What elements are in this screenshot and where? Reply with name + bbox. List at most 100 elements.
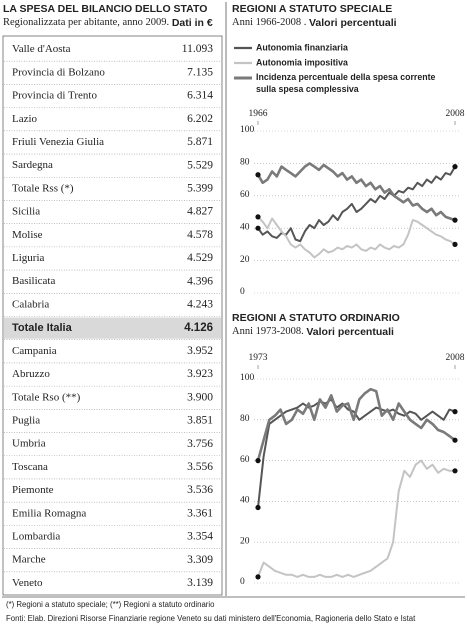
region-name: Marche [12,554,46,566]
subtitle-bold: Dati in € [172,17,213,29]
region-name: Toscana [12,461,48,473]
region-name: Molise [12,229,43,241]
region-name: Umbria [12,438,46,450]
region-value: 3.354 [187,531,213,543]
legend-label: Autonomia impositiva [256,57,348,67]
series-line [256,387,456,461]
footnote: (*) Regioni a statuto speciale; (**) Reg… [6,600,215,609]
region-name: Friuli Venezia Giulia [12,136,104,148]
footnote: Fonti: Elab. Direzioni Risorse Finanziar… [6,614,416,623]
region-name: Totale Rso (**) [12,391,81,403]
chart-title: REGIONI A STATUTO SPECIALE [232,3,392,15]
subtitle-text: Regionalizzata per abitante, anno 2009. [3,17,169,28]
table-subtitle: Regionalizzata per abitante, anno 2009. … [3,17,213,29]
region-value: 3.756 [187,438,213,450]
endpoint-marker [255,214,261,220]
region-name: Veneto [12,577,43,589]
table-title: LA SPESA DEL BILANCIO DELLO STATO [3,3,207,15]
endpoint-marker [255,574,261,580]
legend-line: Incidenza percentuale della spesa corren… [256,72,438,82]
legend-line: sulla spesa complessiva [256,84,359,94]
y-tick-label: 80 [240,414,250,424]
region-value: 4.529 [187,252,213,264]
region-value: 3.309 [187,554,213,566]
chart-subtitle: Anni 1973-2008. Valori percentuali [232,326,394,338]
series-line [257,166,456,243]
region-value: 3.900 [187,391,213,403]
y-tick-label: 60 [240,190,250,200]
endpoint-marker [452,164,458,170]
series-line [257,459,455,578]
x-tick-label: 1966 [249,109,268,119]
y-tick-label: 20 [240,536,250,546]
region-value: 4.243 [187,299,213,311]
region-name: Provincia di Trento [12,90,97,102]
legend-label: Autonomia finanziaria [256,42,348,52]
series-line [257,216,456,259]
y-tick-label: 40 [240,222,250,232]
region-value: 3.139 [187,577,213,589]
region-name: Piemonte [12,484,54,496]
region-name: Sicilia [12,206,40,218]
region-name: Campania [12,345,57,357]
endpoint-marker [452,409,458,415]
subtitle-bold: Valori percentuali [309,17,397,29]
y-tick-label: 100 [240,125,255,135]
region-value: 11.093 [182,43,213,55]
region-name: Provincia di Bolzano [12,66,105,78]
region-name: Calabria [12,298,49,310]
region-name: Liguria [12,252,44,264]
chart-subtitle: Anni 1966-2008 . Valori percentuali [232,17,397,29]
region-value: 3.923 [187,368,213,380]
region-value: 4.578 [187,229,213,241]
region-name: Puglia [12,414,40,426]
region-name: Emilia Romagna [12,507,86,519]
region-name: Totale Rss (*) [12,182,74,194]
region-value: 4.396 [187,275,213,287]
y-tick-label: 0 [240,287,245,297]
endpoint-marker [255,172,261,178]
y-tick-label: 60 [240,455,250,465]
x-tick-label: 2008 [446,353,465,363]
region-value: 3.952 [187,345,213,357]
subtitle-bold: Valori percentuali [306,326,394,338]
region-value: 5.399 [187,182,213,194]
endpoint-marker [452,241,458,247]
endpoint-marker [255,225,261,231]
table-frame [2,35,223,596]
region-name: Abruzzo [12,368,50,380]
region-value: 6.202 [187,113,213,125]
region-value: 3.361 [187,507,213,519]
endpoint-marker [452,217,458,223]
region-name: Lazio [12,113,38,125]
region-value: 3.536 [187,484,213,496]
region-name: Lombardia [12,531,60,543]
region-name: Sardegna [12,159,53,171]
region-value: 4.827 [187,206,213,218]
endpoint-marker [255,458,261,464]
y-tick-label: 0 [240,577,245,587]
region-value: 3.851 [187,415,213,427]
chart-title: REGIONI A STATUTO ORDINARIO [232,312,400,324]
subtitle-text: Anni 1973-2008. [232,326,304,337]
endpoint-marker [255,504,261,511]
legend-label: Incidenza percentuale della spesa corren… [256,72,438,94]
x-tick-label: 1973 [249,353,268,363]
region-value: 5.871 [187,136,213,148]
series-line [257,398,456,508]
y-tick-label: 20 [240,255,250,265]
highlight-row [4,317,221,339]
region-value: 5.529 [187,159,213,171]
region-name: Valle d'Aosta [12,43,71,55]
subtitle-text: Anni 1966-2008 . [232,17,306,28]
region-value: 4.126 [184,322,213,334]
region-value: 7.135 [187,66,213,78]
endpoint-marker [452,468,458,474]
x-tick-label: 2008 [446,109,465,119]
series-line [256,162,456,222]
region-value: 6.314 [187,90,213,102]
y-tick-label: 40 [240,496,250,506]
y-tick-label: 100 [240,373,255,383]
